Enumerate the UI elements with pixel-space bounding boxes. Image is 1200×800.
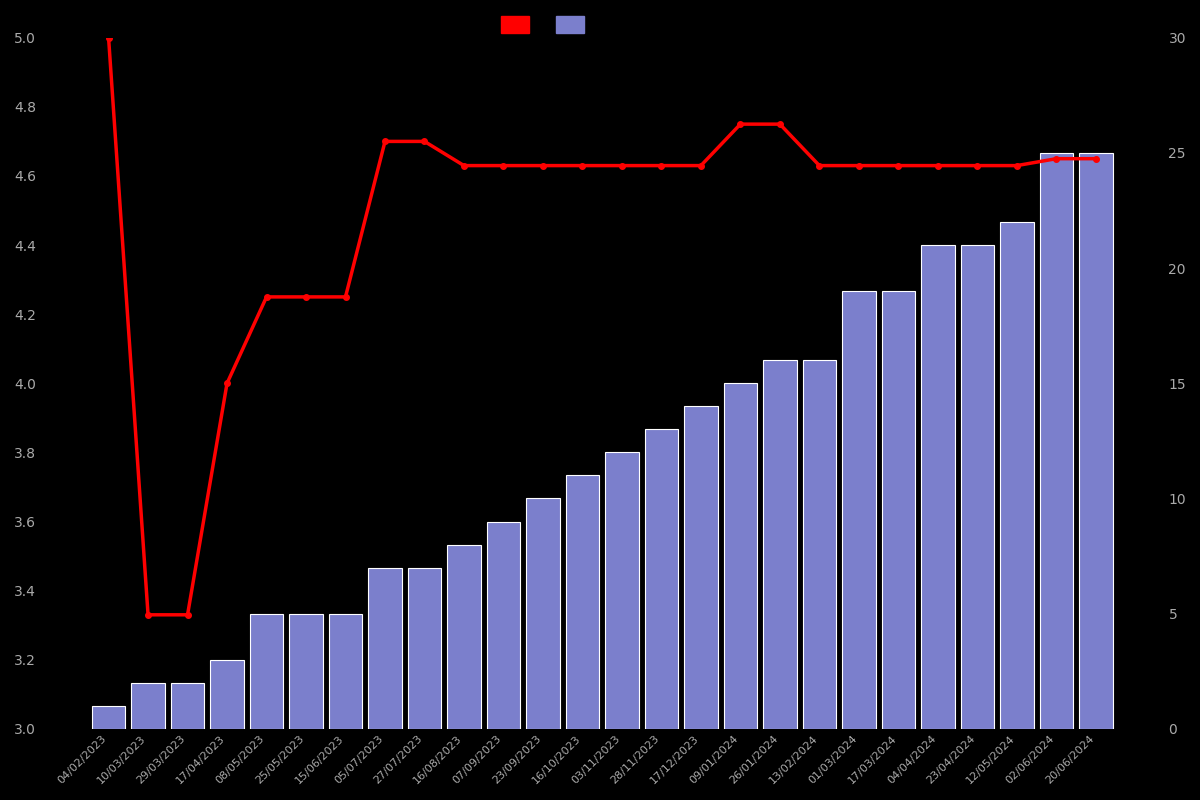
Bar xyxy=(329,614,362,729)
Bar xyxy=(724,383,757,729)
Bar xyxy=(368,567,402,729)
Bar xyxy=(803,360,836,729)
Bar xyxy=(91,706,125,729)
Bar xyxy=(922,245,955,729)
Bar xyxy=(526,498,559,729)
Bar xyxy=(1000,222,1033,729)
Bar xyxy=(882,291,916,729)
Bar xyxy=(684,406,718,729)
Bar xyxy=(1039,153,1073,729)
Bar xyxy=(763,360,797,729)
Bar xyxy=(250,614,283,729)
Bar xyxy=(605,452,638,729)
Bar xyxy=(644,430,678,729)
Bar xyxy=(565,475,599,729)
Bar xyxy=(1079,153,1112,729)
Bar xyxy=(960,245,994,729)
Bar xyxy=(289,614,323,729)
Bar xyxy=(170,682,204,729)
Legend: , : , xyxy=(496,10,596,38)
Bar xyxy=(842,291,876,729)
Bar xyxy=(487,522,521,729)
Bar xyxy=(408,567,442,729)
Bar xyxy=(131,682,164,729)
Bar xyxy=(448,545,481,729)
Bar xyxy=(210,660,244,729)
